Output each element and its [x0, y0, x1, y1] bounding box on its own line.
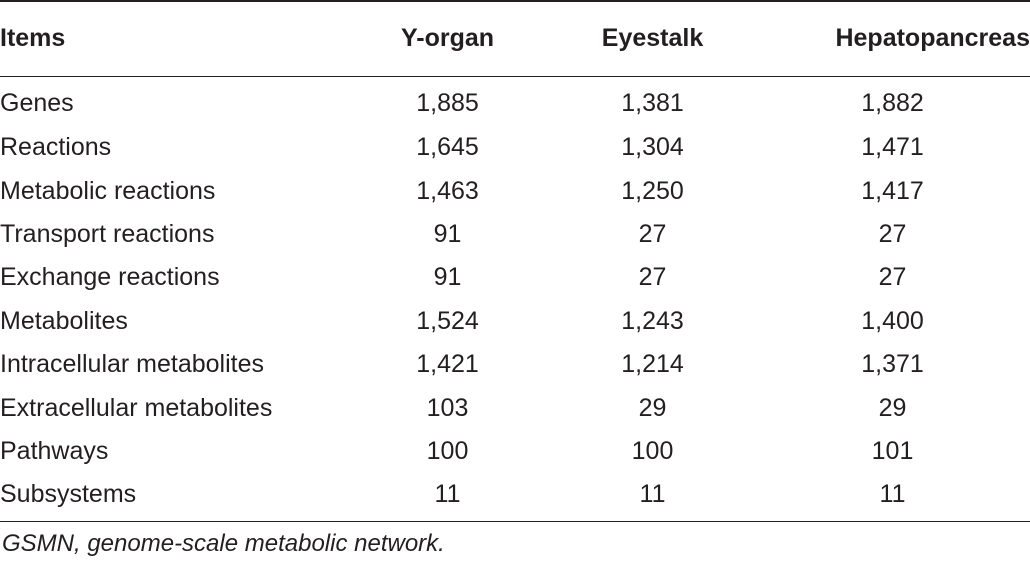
cell-hepatopancreas: 27	[878, 263, 907, 292]
cell-eyestalk: 11	[639, 480, 666, 509]
cell-eyestalk: 1,381	[621, 88, 684, 117]
row-label: Genes	[0, 88, 74, 117]
row-label: Metabolites	[0, 306, 128, 335]
header-rule	[0, 76, 1030, 77]
column-header-hepatopancreas: Hepatopancreas	[835, 23, 1030, 52]
cell-eyestalk: 27	[638, 219, 667, 248]
column-header-eyestalk: Eyestalk	[601, 23, 704, 52]
cell-y-organ: 1,421	[416, 350, 479, 379]
cell-eyestalk: 100	[631, 436, 674, 465]
cell-eyestalk: 29	[638, 393, 667, 422]
table-row: Pathways 100 100 101	[0, 430, 1030, 473]
row-label: Reactions	[0, 133, 112, 162]
cell-hepatopancreas: 11	[879, 480, 906, 509]
data-table: Items Y-organ Eyestalk Hepatopancreas Ge…	[0, 0, 1030, 516]
cell-hepatopancreas: 1,882	[861, 88, 924, 117]
table-row: Metabolites 1,524 1,243 1,400	[0, 300, 1030, 343]
row-label: Pathways	[0, 436, 109, 465]
cell-eyestalk: 1,243	[621, 306, 684, 335]
cell-hepatopancreas: 101	[871, 436, 914, 465]
cell-y-organ: 100	[426, 436, 469, 465]
row-label: Exchange reactions	[0, 263, 220, 292]
cell-y-organ: 1,645	[416, 133, 479, 162]
cell-eyestalk: 1,214	[621, 350, 684, 379]
cell-eyestalk: 27	[638, 263, 667, 292]
cell-hepatopancreas: 1,400	[861, 306, 924, 335]
cell-eyestalk: 1,304	[621, 133, 684, 162]
top-rule	[0, 0, 1030, 2]
column-header-y-organ: Y-organ	[400, 23, 495, 52]
table-row: Transport reactions 91 27 27	[0, 213, 1030, 256]
row-label: Metabolic reactions	[0, 176, 216, 205]
table-row: Subsystems 11 11 11	[0, 473, 1030, 516]
cell-y-organ: 91	[433, 263, 462, 292]
row-label: Extracellular metabolites	[0, 393, 273, 422]
row-label: Subsystems	[0, 480, 137, 509]
cell-hepatopancreas: 1,471	[861, 133, 924, 162]
header-row: Items Y-organ Eyestalk Hepatopancreas	[0, 0, 1030, 76]
cell-hepatopancreas: 1,371	[861, 350, 924, 379]
cell-hepatopancreas: 27	[878, 219, 907, 248]
cell-y-organ: 1,885	[416, 88, 479, 117]
bottom-rule	[0, 521, 1030, 522]
cell-hepatopancreas: 29	[878, 393, 907, 422]
cell-eyestalk: 1,250	[621, 176, 684, 205]
cell-y-organ: 1,463	[416, 176, 479, 205]
cell-y-organ: 1,524	[416, 306, 479, 335]
table-row: Reactions 1,645 1,304 1,471	[0, 126, 1030, 169]
table-row: Genes 1,885 1,381 1,882	[0, 76, 1030, 126]
table-row: Exchange reactions 91 27 27	[0, 256, 1030, 299]
table-row: Metabolic reactions 1,463 1,250 1,417	[0, 169, 1030, 212]
cell-y-organ: 103	[426, 393, 469, 422]
row-label: Intracellular metabolites	[0, 350, 265, 379]
cell-hepatopancreas: 1,417	[861, 176, 924, 205]
table-row: Intracellular metabolites 1,421 1,214 1,…	[0, 343, 1030, 386]
cell-y-organ: 11	[434, 480, 461, 509]
table-footnote: GSMN, genome-scale metabolic network.	[2, 530, 445, 557]
row-label: Transport reactions	[0, 219, 215, 248]
column-header-items: Items	[0, 23, 66, 52]
table-row: Extracellular metabolites 103 29 29	[0, 386, 1030, 429]
cell-y-organ: 91	[433, 219, 462, 248]
